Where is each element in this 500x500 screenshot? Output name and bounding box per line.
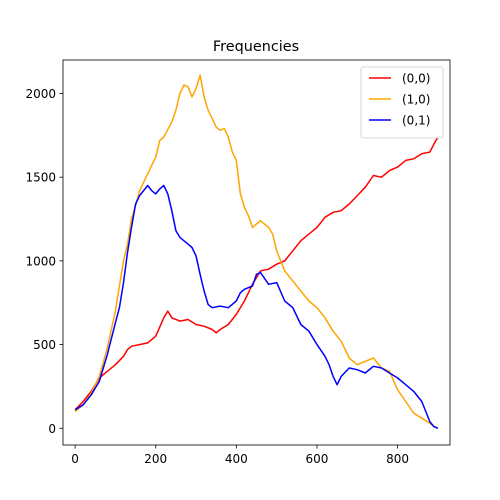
legend-label-1: (1,0) bbox=[402, 93, 430, 107]
legend-label-2: (0,1) bbox=[402, 114, 430, 128]
y-tick-label-1: 500 bbox=[33, 338, 56, 352]
chart-title: Frequencies bbox=[213, 39, 299, 55]
legend-label-0: (0,0) bbox=[402, 72, 430, 86]
axes-frame bbox=[62, 59, 451, 446]
x-tick-label-3: 600 bbox=[306, 452, 329, 466]
x-tick-label-0: 0 bbox=[71, 452, 79, 466]
y-tick-label-0: 0 bbox=[48, 422, 56, 436]
plot-area bbox=[74, 74, 439, 429]
y-tick-label-3: 1500 bbox=[25, 171, 56, 185]
x-tick-label-1: 200 bbox=[144, 452, 167, 466]
series-line-0 bbox=[74, 137, 439, 411]
y-tick-label-4: 2000 bbox=[25, 87, 56, 101]
x-tick-label-4: 800 bbox=[386, 452, 409, 466]
x-tick-label-2: 400 bbox=[225, 452, 248, 466]
series-line-2 bbox=[74, 184, 439, 429]
legend: (0,0) (1,0) (0,1) bbox=[360, 66, 444, 139]
axes: 0 200 400 600 800 0 500 1000 1500 2000 bbox=[25, 59, 451, 466]
y-tick-label-2: 1000 bbox=[25, 254, 56, 268]
